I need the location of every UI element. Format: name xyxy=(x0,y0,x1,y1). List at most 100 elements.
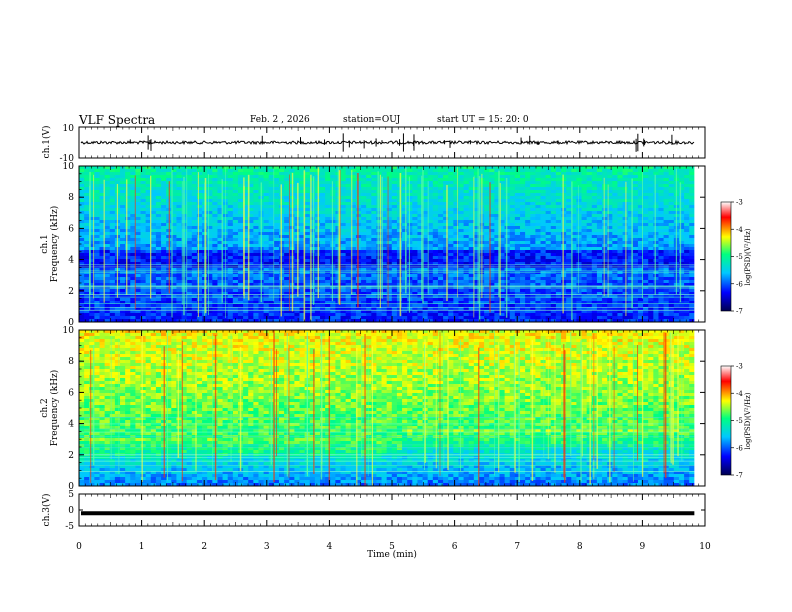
spectrogram-cell xyxy=(120,196,126,200)
spectrogram-cell xyxy=(504,196,511,200)
spectrogram-cell xyxy=(304,202,311,206)
spectrogram-cell xyxy=(530,253,536,257)
spectrogram-cell xyxy=(171,190,177,194)
spectrogram-cell xyxy=(217,241,223,245)
spectrogram-cell xyxy=(135,214,141,218)
spectrogram-cell xyxy=(376,301,382,305)
spectrogram-cell xyxy=(309,244,316,248)
spectrogram-cell xyxy=(99,211,106,215)
spectrogram-cell xyxy=(104,202,111,206)
spectrogram-cell xyxy=(171,193,177,197)
spectrogram-cell xyxy=(330,226,336,230)
spectrogram-cell xyxy=(89,310,95,314)
spectrogram-cell xyxy=(99,193,106,197)
spectrogram-cell xyxy=(489,205,495,209)
spectrogram-cell xyxy=(422,166,429,170)
spectrogram-cell xyxy=(284,235,290,239)
spectrogram-cell xyxy=(161,247,167,251)
spectrogram-cell xyxy=(545,178,552,182)
spectrogram-cell xyxy=(499,253,506,257)
spectrogram-cell xyxy=(84,181,90,185)
spectrogram-cell xyxy=(135,274,141,278)
spectrogram-cell xyxy=(422,307,429,311)
spectrogram-cell xyxy=(432,259,439,263)
spectrogram-cell xyxy=(412,304,418,308)
spectrogram-cell xyxy=(186,232,193,236)
spectrogram-cell xyxy=(361,205,367,209)
spectrogram-cell xyxy=(530,169,536,173)
spectrogram-cell xyxy=(243,229,249,233)
spectrogram-cell xyxy=(294,178,300,182)
spectrogram-cell xyxy=(525,256,531,260)
spectrogram-cell xyxy=(427,247,434,251)
spectrogram-cell xyxy=(181,172,188,176)
spectrogram-cell xyxy=(304,211,311,215)
spectrogram-cell xyxy=(458,187,464,191)
spectrogram-cell xyxy=(386,220,393,224)
spectrogram-cell xyxy=(166,310,172,314)
spectrogram-cell xyxy=(186,253,193,257)
spectrogram-cell xyxy=(243,235,249,239)
spectrogram-cell xyxy=(248,208,254,212)
spectrogram-cell xyxy=(427,199,434,203)
spectrogram-cell xyxy=(171,292,177,296)
spectrogram-cell xyxy=(427,226,434,230)
spectrogram-cell xyxy=(555,253,562,257)
spectrogram-cell xyxy=(114,304,121,308)
spectrogram-cell xyxy=(340,214,347,218)
spectrogram-cell xyxy=(540,172,547,176)
spectrogram-cell xyxy=(340,259,347,263)
spectrogram-cell xyxy=(402,223,408,227)
spectrogram-cell xyxy=(437,313,444,317)
spectrogram-cell xyxy=(140,205,147,209)
spectrogram-cell xyxy=(504,295,511,299)
spectrogram-cell xyxy=(432,268,439,272)
spectrogram-cell xyxy=(309,205,316,209)
spectrogram-cell xyxy=(166,175,172,179)
spectrogram-cell xyxy=(432,175,439,179)
spectrogram-cell xyxy=(104,310,111,314)
spectrogram-cell xyxy=(335,304,341,308)
spectrogram-cell xyxy=(125,187,131,191)
spectrogram-cell xyxy=(361,214,367,218)
spectrogram-cell xyxy=(196,304,203,308)
spectrogram-cell xyxy=(104,319,111,323)
spectrogram-cell xyxy=(320,178,326,182)
spectrogram-cell xyxy=(412,280,418,284)
spectrogram-cell xyxy=(294,172,300,176)
spectrogram-cell xyxy=(427,232,434,236)
spectrogram-cell xyxy=(186,244,193,248)
spectrogram-cell xyxy=(125,247,131,251)
spectrogram-cell xyxy=(135,211,141,215)
spectrogram-cell xyxy=(186,262,193,266)
spectrogram-cell xyxy=(161,175,167,179)
spectrogram-cell xyxy=(540,289,547,293)
spectrogram-cell xyxy=(448,220,454,224)
spectrogram-cell xyxy=(325,268,331,272)
spectrogram-cell xyxy=(273,268,280,272)
spectrogram-cell xyxy=(391,214,398,218)
spectrogram-cell xyxy=(130,166,136,170)
spectrogram-cell xyxy=(437,262,444,266)
spectrogram-cell xyxy=(109,259,116,263)
spectrogram-cell xyxy=(432,169,439,173)
spectrogram-cell xyxy=(386,244,393,248)
spectrogram-cell xyxy=(489,235,495,239)
spectrogram-cell xyxy=(371,235,377,239)
spectrogram-cell xyxy=(494,292,500,296)
spectrogram-cell xyxy=(427,283,434,287)
spectrogram-cell xyxy=(273,211,280,215)
spectrogram-cell xyxy=(530,304,536,308)
spectrogram-cell xyxy=(381,304,388,308)
spectrogram-cell xyxy=(468,229,475,233)
spectrogram-cell xyxy=(361,193,367,197)
spectrogram-cell xyxy=(412,187,418,191)
spectrogram-cell xyxy=(309,223,316,227)
spectrogram-cell xyxy=(402,313,408,317)
spectrogram-cell xyxy=(489,256,495,260)
spectrogram-cell xyxy=(437,292,444,296)
spectrogram-cell xyxy=(145,199,152,203)
spectrogram-cell xyxy=(278,316,285,320)
spectrogram-cell xyxy=(417,247,423,251)
spectrogram-cell xyxy=(381,175,388,179)
